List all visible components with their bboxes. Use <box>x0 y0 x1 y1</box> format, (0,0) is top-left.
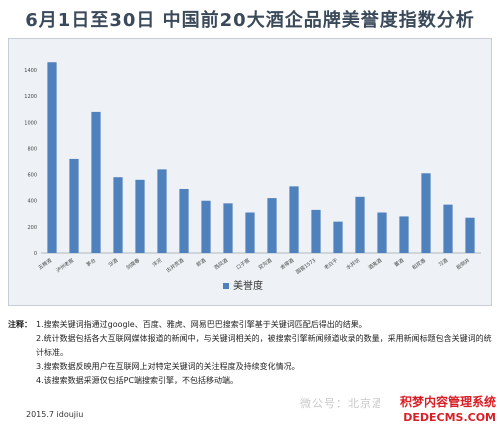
bar <box>157 169 167 253</box>
x-tick-label: 舍得酒 <box>279 257 295 271</box>
x-tick-label: 董酒 <box>393 257 405 268</box>
bar <box>267 198 277 253</box>
x-tick-label: 洋河 <box>151 257 163 268</box>
x-tick-label: 酒鬼酒 <box>367 257 383 271</box>
chart-frame: 0 200 400 600 800 1000 1200 1400 五粮液 泸州老窖 茅台 汾酒 剑南春洋… <box>8 38 492 306</box>
bar <box>355 196 365 253</box>
bar <box>201 200 211 253</box>
bar <box>223 203 233 253</box>
y-tick-label: 1400 <box>24 68 37 74</box>
note-row-3: 3.搜索数据反映用户在互联网上对特定关键词的关注程度及持续变化情况。 <box>8 360 492 374</box>
bar <box>289 186 299 253</box>
bar <box>377 212 387 253</box>
bar <box>421 173 431 253</box>
legend-swatch <box>223 283 229 289</box>
footer-credit: 2015.7 idoujiu <box>26 410 84 419</box>
bar <box>91 111 101 253</box>
x-tick-label: 郎酒 <box>195 257 207 268</box>
bar <box>311 209 321 253</box>
x-tick-label: 五粮液 <box>37 257 53 271</box>
note-text: 2.统计数据包括各大互联网媒体报道的新闻中，与关键词相关的，被搜索引擎新闻频道收… <box>36 334 492 357</box>
watermark-badge: 积梦内容管理系统 DEDECMS.COM <box>380 389 500 431</box>
badge-line-1: 积梦内容管理系统 <box>399 395 496 409</box>
x-tick-label: 西凤酒 <box>213 257 229 271</box>
bar <box>333 221 343 253</box>
note-row-4: 4.该搜索数据采源仅包括PC端搜索引擎，不包括移动端。 <box>8 374 492 388</box>
page-title: 6月1日至30日 中国前20大酒企品牌美誉度指数分析 <box>25 10 475 31</box>
y-tick-label: 200 <box>27 225 37 231</box>
y-tick-label: 1200 <box>24 94 37 100</box>
note-text: 1.搜索关键词指通过google、百度、雅虎、网易巴巴搜索引擎基于关键词匹配后得… <box>36 320 367 329</box>
note-row-2: 2.统计数据包括各大互联网媒体报道的新闻中，与关键词相关的，被搜索引擎新闻频道收… <box>8 332 492 360</box>
note-text: 4.该搜索数据采源仅包括PC端搜索引擎，不包括移动端。 <box>36 376 239 385</box>
x-tick-label: 口子窖 <box>235 257 251 271</box>
x-tick-label: 汾酒 <box>107 257 119 268</box>
x-tick-label: 稻花香 <box>411 257 427 271</box>
x-tick-label: 老白干 <box>323 257 339 271</box>
badge-line-2: DEDECMS.COM <box>403 411 496 424</box>
y-tick-label: 800 <box>27 146 37 152</box>
bar <box>69 158 79 253</box>
x-tick-label: 国窖1573 <box>295 257 318 276</box>
x-tick-label: 习酒 <box>437 257 449 268</box>
x-tick-label: 泸州老窖 <box>55 257 75 274</box>
x-tick-label: 扳倒井 <box>455 257 471 271</box>
bar <box>135 179 145 253</box>
note-text: 3.搜索数据反映用户在互联网上对特定关键词的关注程度及持续变化情况。 <box>36 362 300 371</box>
bar <box>443 204 453 253</box>
note-row-1: 注释： 1.搜索关键词指通过google、百度、雅虎、网易巴巴搜索引擎基于关键词… <box>8 318 492 332</box>
x-tick-label: 水井坊 <box>345 257 361 271</box>
bar <box>47 62 57 253</box>
x-tick-label: 茅台 <box>85 257 97 268</box>
x-tick-label: 双沟酒 <box>257 257 273 271</box>
y-tick-label: 1000 <box>24 120 37 126</box>
notes-label: 注释： <box>8 320 32 329</box>
bar <box>113 177 123 253</box>
x-tick-label: 剑南春 <box>125 257 141 271</box>
y-tick-label: 0 <box>34 251 37 257</box>
legend-label: 美誉度 <box>233 279 263 292</box>
notes-block: 注释： 1.搜索关键词指通过google、百度、雅虎、网易巴巴搜索引擎基于关键词… <box>8 318 492 406</box>
watermark-text: 微公号：北京酒 <box>300 397 384 410</box>
y-tick-label: 400 <box>27 199 37 205</box>
y-tick-label: 600 <box>27 173 37 179</box>
bar <box>465 217 475 253</box>
bar <box>245 212 255 253</box>
bar <box>399 216 409 253</box>
bar <box>179 188 189 253</box>
bar-chart: 0 200 400 600 800 1000 1200 1400 五粮液 泸州老窖 茅台 汾酒 剑南春洋… <box>24 62 481 292</box>
x-tick-label: 古井贡酒 <box>165 257 185 274</box>
